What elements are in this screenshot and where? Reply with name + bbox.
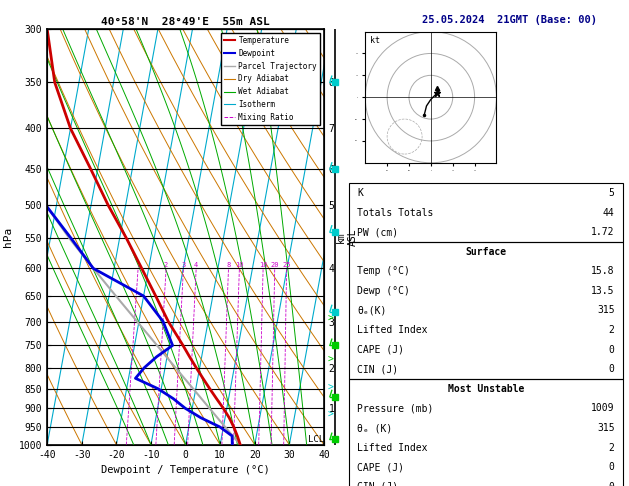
Bar — [349, 183, 623, 242]
Text: CIN (J): CIN (J) — [357, 364, 398, 374]
Text: 25.05.2024  21GMT (Base: 00): 25.05.2024 21GMT (Base: 00) — [422, 15, 597, 25]
Text: 13.5: 13.5 — [591, 286, 615, 296]
Text: LCL: LCL — [308, 435, 324, 444]
Text: >: > — [327, 355, 333, 365]
Text: Totals Totals: Totals Totals — [357, 208, 433, 218]
Text: 44: 44 — [603, 208, 615, 218]
Text: 2: 2 — [609, 443, 615, 452]
Text: 1: 1 — [136, 262, 140, 268]
Title: 40°58'N  28°49'E  55m ASL: 40°58'N 28°49'E 55m ASL — [101, 17, 270, 27]
Text: 1.72: 1.72 — [591, 227, 615, 237]
Text: 2: 2 — [164, 262, 168, 268]
Text: θₑ (K): θₑ (K) — [357, 423, 392, 433]
Text: Most Unstable: Most Unstable — [448, 384, 524, 394]
Text: PW (cm): PW (cm) — [357, 227, 398, 237]
Text: 0: 0 — [609, 462, 615, 472]
Text: CIN (J): CIN (J) — [357, 482, 398, 486]
Text: Lifted Index: Lifted Index — [357, 443, 428, 452]
Bar — [349, 379, 623, 486]
Text: 2: 2 — [609, 325, 615, 335]
Text: 20: 20 — [270, 262, 279, 268]
Text: Pressure (mb): Pressure (mb) — [357, 403, 433, 414]
Bar — [349, 242, 623, 379]
Text: 0: 0 — [609, 482, 615, 486]
Text: >: > — [327, 382, 333, 392]
Y-axis label: hPa: hPa — [3, 227, 13, 247]
Text: 8: 8 — [226, 262, 231, 268]
Text: 315: 315 — [597, 306, 615, 315]
Text: 0: 0 — [609, 345, 615, 355]
Text: 1009: 1009 — [591, 403, 615, 414]
Text: Surface: Surface — [465, 247, 506, 257]
X-axis label: Dewpoint / Temperature (°C): Dewpoint / Temperature (°C) — [101, 465, 270, 475]
Text: >: > — [327, 314, 333, 324]
Text: kt: kt — [370, 36, 380, 45]
Text: 315: 315 — [597, 423, 615, 433]
Text: CAPE (J): CAPE (J) — [357, 462, 404, 472]
Legend: Temperature, Dewpoint, Parcel Trajectory, Dry Adiabat, Wet Adiabat, Isotherm, Mi: Temperature, Dewpoint, Parcel Trajectory… — [221, 33, 320, 125]
Text: 25: 25 — [282, 262, 291, 268]
Text: 4: 4 — [194, 262, 198, 268]
Text: >: > — [327, 410, 333, 419]
Text: Lifted Index: Lifted Index — [357, 325, 428, 335]
Text: 3: 3 — [181, 262, 186, 268]
Text: 10: 10 — [235, 262, 243, 268]
Text: 16: 16 — [259, 262, 267, 268]
Text: Dewp (°C): Dewp (°C) — [357, 286, 410, 296]
Y-axis label: km
ASL: km ASL — [336, 228, 358, 246]
Text: CAPE (J): CAPE (J) — [357, 345, 404, 355]
Text: θₑ(K): θₑ(K) — [357, 306, 387, 315]
Text: K: K — [357, 188, 363, 198]
Text: 15.8: 15.8 — [591, 266, 615, 277]
Text: 0: 0 — [609, 364, 615, 374]
Text: 5: 5 — [609, 188, 615, 198]
Text: Temp (°C): Temp (°C) — [357, 266, 410, 277]
